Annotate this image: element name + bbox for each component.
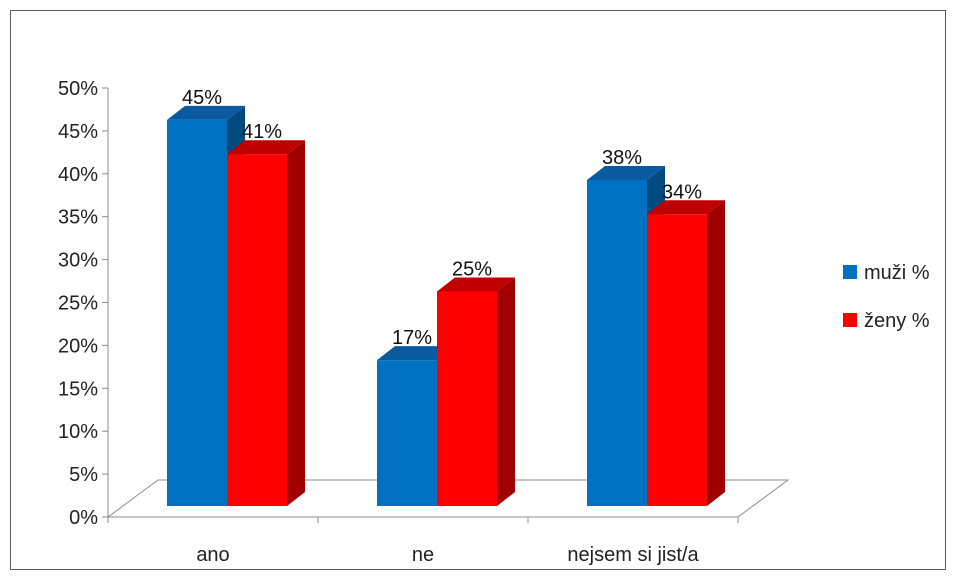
bar [437,277,515,506]
x-tick-label: ne [412,544,434,566]
y-tick-label: 5% [69,464,98,486]
y-tick-label: 50% [58,78,98,100]
data-label: 41% [242,121,282,143]
data-labels: 45% 41% 17% 25% 38% 34% [182,87,702,349]
x-axis: ano ne nejsem si jist/a [107,516,739,566]
bar-side [287,140,305,506]
y-tick-label: 0% [69,507,98,529]
y-axis: 0% 5% 10% 15% 20% 25% 30% 35% 40% 45% 50% [58,78,109,529]
y-tick-label: 35% [58,207,98,229]
bar-top [587,165,665,180]
y-tick-label: 30% [58,250,98,272]
data-label: 34% [662,181,702,203]
data-label: 38% [602,147,642,169]
bar-front [647,214,707,506]
bar-top [377,346,455,361]
bar-front [587,179,647,506]
bar-front [377,360,437,506]
bar-side [497,277,515,506]
x-tick-label: ano [196,544,229,566]
bar-top [647,200,725,215]
y-tick-label: 40% [58,164,98,186]
legend-swatch [843,265,857,279]
x-tick-label: nejsem si jist/a [567,544,699,566]
y-tick-label: 20% [58,335,98,357]
y-tick-label: 45% [58,121,98,143]
y-tick-label: 10% [58,421,98,443]
data-label: 45% [182,87,222,109]
bar [647,200,725,506]
bar-top [167,105,245,120]
data-label: 17% [392,327,432,349]
legend: muži % ženy % [843,262,930,332]
bar-front [437,291,497,506]
data-label: 25% [452,259,492,281]
legend-label: ženy % [864,310,930,332]
bar-front [167,119,227,507]
legend-swatch [843,313,857,327]
bar-front [227,154,287,506]
bar-top [227,140,305,155]
bar [227,140,305,506]
bars [167,105,725,507]
bar-side [707,200,725,506]
legend-label: muži % [864,262,930,284]
y-tick-label: 25% [58,293,98,315]
y-tick-label: 15% [58,378,98,400]
bar-top [437,277,515,292]
